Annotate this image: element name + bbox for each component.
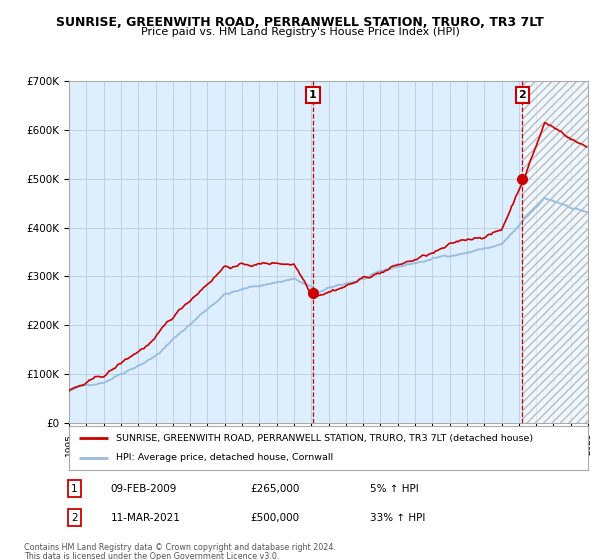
Text: This data is licensed under the Open Government Licence v3.0.: This data is licensed under the Open Gov… — [24, 552, 280, 560]
Text: SUNRISE, GREENWITH ROAD, PERRANWELL STATION, TRURO, TR3 7LT (detached house): SUNRISE, GREENWITH ROAD, PERRANWELL STAT… — [116, 433, 533, 442]
Text: Contains HM Land Registry data © Crown copyright and database right 2024.: Contains HM Land Registry data © Crown c… — [24, 543, 336, 552]
Text: 11-MAR-2021: 11-MAR-2021 — [110, 512, 181, 522]
Text: 2: 2 — [71, 512, 77, 522]
Text: SUNRISE, GREENWITH ROAD, PERRANWELL STATION, TRURO, TR3 7LT: SUNRISE, GREENWITH ROAD, PERRANWELL STAT… — [56, 16, 544, 29]
Bar — [522, 81, 588, 423]
Text: £265,000: £265,000 — [251, 484, 300, 493]
Text: 1: 1 — [309, 90, 317, 100]
Text: 33% ↑ HPI: 33% ↑ HPI — [370, 512, 425, 522]
Text: 1: 1 — [71, 484, 77, 493]
Text: Price paid vs. HM Land Registry's House Price Index (HPI): Price paid vs. HM Land Registry's House … — [140, 27, 460, 37]
Text: 2: 2 — [518, 90, 526, 100]
Bar — [522, 81, 588, 423]
Text: HPI: Average price, detached house, Cornwall: HPI: Average price, detached house, Corn… — [116, 454, 333, 463]
Text: 09-FEB-2009: 09-FEB-2009 — [110, 484, 177, 493]
Text: £500,000: £500,000 — [251, 512, 300, 522]
Text: 5% ↑ HPI: 5% ↑ HPI — [370, 484, 419, 493]
